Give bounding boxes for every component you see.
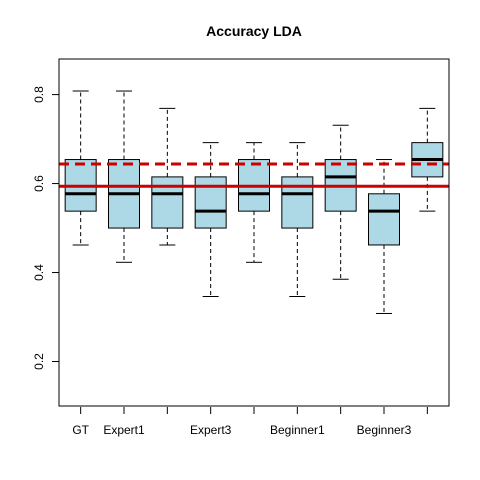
x-tick-label: Expert3 bbox=[190, 423, 232, 437]
box bbox=[194, 176, 227, 229]
box bbox=[151, 176, 184, 229]
chart-title: Accuracy LDA bbox=[206, 23, 302, 39]
y-tick-label: 0.4 bbox=[32, 264, 46, 281]
x-tick-label: Beginner1 bbox=[270, 423, 325, 437]
plot-area: GT Expert1 Expert3 Beginner1 Beginner3 0.2 0.4… bbox=[32, 86, 449, 437]
y-tick-label: 0.6 bbox=[32, 175, 46, 192]
y-tick-label: 0.8 bbox=[32, 86, 46, 103]
x-tick-label: Beginner3 bbox=[357, 423, 412, 437]
x-tick-label: Expert1 bbox=[103, 423, 145, 437]
box bbox=[281, 176, 314, 229]
x-tick-label: GT bbox=[72, 423, 89, 437]
y-tick-label: 0.2 bbox=[32, 353, 46, 370]
box bbox=[368, 193, 400, 246]
plot-frame bbox=[58, 58, 450, 407]
